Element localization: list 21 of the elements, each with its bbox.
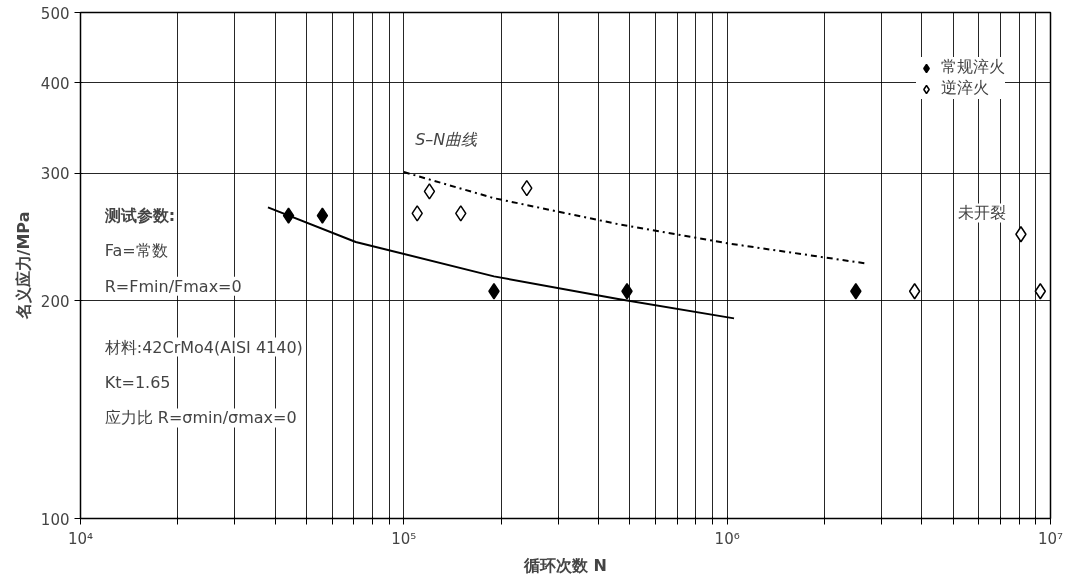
legend-label: 逆淬火 — [941, 78, 989, 99]
x-tick-label: 10⁷ — [1037, 529, 1064, 548]
x-axis-title: 循环次数 N — [523, 555, 607, 575]
x-tick-label: 10⁴ — [67, 529, 94, 548]
annotation: 材料:42CrMo4(AISI 4140) — [103, 337, 303, 357]
legend-label: 常规淬火 — [941, 57, 1005, 78]
annotation: Kt=1.65 — [104, 373, 171, 392]
y-tick-label: 300 — [40, 165, 70, 184]
annotation: Fa=常数 — [104, 241, 168, 261]
y-axis-title: 名义应力/MPa — [13, 211, 33, 321]
x-tick-label: 10⁶ — [714, 529, 740, 548]
x-tick-label: 10⁵ — [391, 529, 417, 548]
y-tick-label: 200 — [40, 292, 70, 311]
annotation: 测试参数: — [103, 206, 176, 226]
y-tick-label: 100 — [40, 510, 70, 529]
annotation: 未开裂 — [958, 203, 1007, 223]
annotation: 应力比 R=σmin/σmax=0 — [104, 408, 297, 428]
y-tick-label: 400 — [40, 74, 70, 93]
annotation: R=Fmin/Fmax=0 — [104, 276, 242, 296]
y-tick-label: 500 — [40, 4, 70, 23]
annotation: S–N曲线 — [415, 130, 479, 150]
